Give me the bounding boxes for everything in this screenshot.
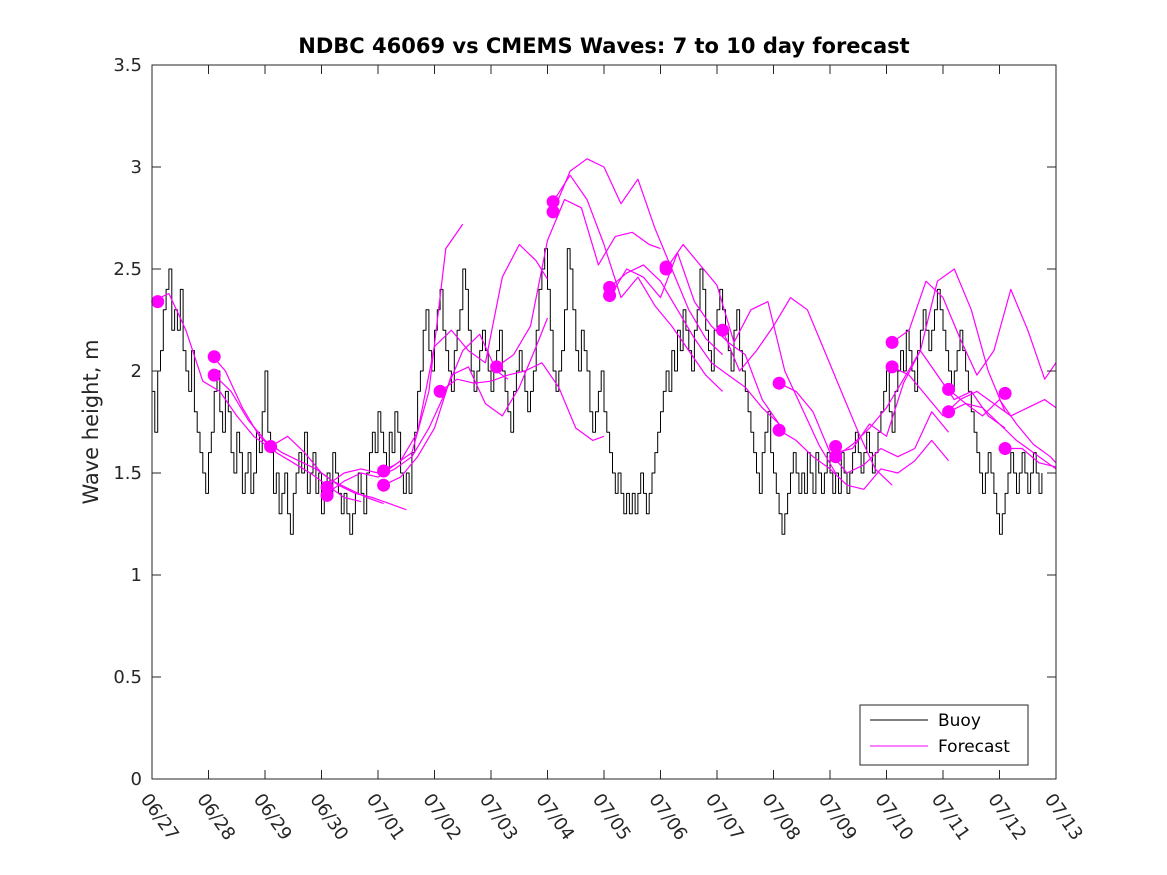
legend-forecast-label: Forecast xyxy=(938,737,1010,757)
forecast-series-line-21 xyxy=(891,280,1057,380)
forecast-start-marker-1 xyxy=(207,350,221,364)
forecast-series-line-13 xyxy=(609,252,780,425)
forecast-start-marker-18 xyxy=(772,423,786,437)
y-tick-label: 1.5 xyxy=(113,463,142,484)
forecast-start-marker-20 xyxy=(829,450,843,464)
y-axis-label: Wave height, m xyxy=(79,339,103,504)
forecast-start-marker-23 xyxy=(942,382,956,396)
forecast-series-line-1 xyxy=(151,292,271,449)
forecast-start-marker-0 xyxy=(151,295,165,309)
series-layer xyxy=(151,158,1057,535)
legend-box xyxy=(859,704,1029,766)
forecast-series-line-15 xyxy=(665,243,837,474)
forecast-series-line-20 xyxy=(835,350,1006,458)
y-tick-label: 3 xyxy=(131,157,142,178)
forecast-series-line-2 xyxy=(210,354,362,503)
y-tick-label: 0.5 xyxy=(113,667,142,688)
forecast-series-line-12 xyxy=(552,174,724,392)
forecast-series-line-7 xyxy=(383,243,549,474)
forecast-start-marker-3 xyxy=(264,440,278,453)
plot-area xyxy=(152,65,1056,779)
forecast-series-line-10 xyxy=(496,199,661,368)
y-tick-label: 0 xyxy=(131,769,142,790)
forecast-start-marker-22 xyxy=(885,360,899,374)
forecast-series-line-6 xyxy=(326,333,509,494)
forecast-series-line-22 xyxy=(891,366,1057,417)
chart-title: NDBC 46069 vs CMEMS Waves: 7 to 10 day f… xyxy=(298,34,909,58)
forecast-start-marker-15 xyxy=(659,262,673,276)
forecast-start-marker-13 xyxy=(603,289,617,302)
forecast-start-marker-24 xyxy=(942,405,956,419)
forecast-start-marker-9 xyxy=(490,360,504,374)
forecast-start-marker-11 xyxy=(546,205,560,219)
y-tick-label: 1 xyxy=(131,565,142,586)
forecast-series-line-14 xyxy=(609,264,780,425)
forecast-series-line-9 xyxy=(439,362,605,441)
forecast-start-marker-2 xyxy=(207,368,221,382)
forecast-series-line-17 xyxy=(778,382,950,474)
forecast-start-marker-8 xyxy=(433,384,447,398)
forecast-start-marker-7 xyxy=(377,478,391,492)
legend: Buoy Forecast xyxy=(859,704,1029,766)
forecast-start-marker-25 xyxy=(998,386,1012,400)
y-tick-label: 2.5 xyxy=(113,259,142,280)
forecast-series-line-25 xyxy=(1005,447,1057,468)
forecast-start-marker-26 xyxy=(998,442,1012,455)
forecast-series-line-8 xyxy=(383,317,549,486)
forecast-start-marker-5 xyxy=(320,488,334,502)
forecast-start-marker-21 xyxy=(885,335,899,349)
y-tick-label: 2 xyxy=(131,361,142,382)
forecast-series-line-11 xyxy=(552,158,724,356)
marker-layer xyxy=(151,195,1012,502)
forecast-series-line-3 xyxy=(213,374,384,505)
forecast-series-line-18 xyxy=(778,429,950,490)
buoy-series-line xyxy=(152,248,1043,535)
legend-buoy-label: Buoy xyxy=(938,711,981,731)
forecast-series-line-16 xyxy=(722,297,893,486)
forecast-start-marker-16 xyxy=(716,323,730,337)
y-tick-label: 3.5 xyxy=(113,55,142,76)
forecast-start-marker-17 xyxy=(772,376,786,390)
forecast-series-line-23 xyxy=(948,388,1057,464)
forecast-series-line-24 xyxy=(948,403,1057,470)
forecast-start-marker-6 xyxy=(377,464,391,478)
